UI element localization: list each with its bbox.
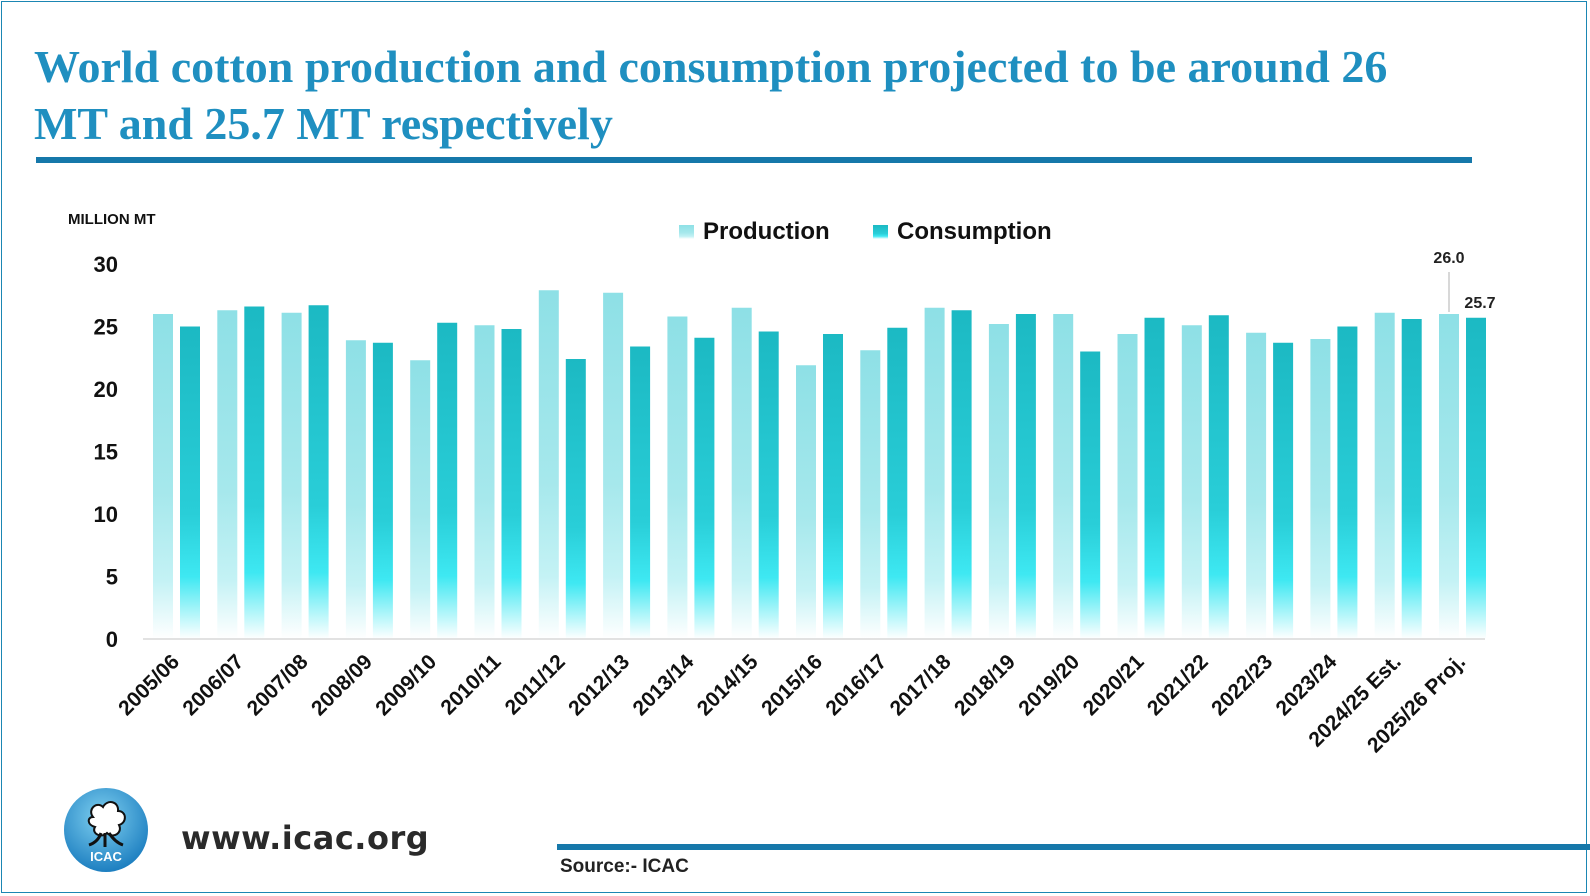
bar-production bbox=[345, 340, 366, 639]
x-tick-label: 2010/11 bbox=[436, 650, 505, 719]
x-tick-label: 2013/14 bbox=[628, 650, 698, 720]
logo-text: ICAC bbox=[90, 849, 122, 864]
x-tick-label: 2015/16 bbox=[757, 650, 827, 720]
bar-consumption bbox=[758, 331, 779, 639]
x-tick-label: 2022/23 bbox=[1207, 650, 1277, 720]
bar-production bbox=[988, 324, 1009, 639]
data-label: 25.7 bbox=[1464, 295, 1495, 312]
bars bbox=[153, 290, 1486, 639]
x-tick-label: 2016/17 bbox=[821, 650, 891, 720]
x-tick-label: 2009/10 bbox=[371, 650, 441, 720]
bar-production bbox=[1053, 314, 1074, 639]
bar-consumption bbox=[244, 306, 265, 639]
bar-production bbox=[1439, 314, 1459, 639]
bar-production bbox=[603, 292, 624, 639]
x-tick-label: 2008/09 bbox=[307, 650, 377, 720]
x-tick-label: 2007/08 bbox=[243, 650, 313, 720]
legend-swatch-consumption bbox=[873, 225, 888, 239]
bar-consumption bbox=[694, 337, 715, 639]
cotton-boll-icon: ICAC bbox=[64, 788, 148, 872]
y-tick-label: 10 bbox=[94, 502, 118, 527]
bar-consumption bbox=[437, 322, 458, 639]
bar-production bbox=[410, 360, 431, 639]
x-tick-label: 2005/06 bbox=[114, 650, 184, 720]
bar-consumption bbox=[887, 327, 908, 639]
bar-consumption bbox=[1337, 326, 1358, 639]
legend: Production Consumption bbox=[679, 218, 1052, 245]
bar-consumption bbox=[1208, 315, 1229, 639]
x-tick-label: 2011/12 bbox=[501, 650, 570, 719]
bar-consumption bbox=[1015, 314, 1036, 639]
x-tick-label: 2020/21 bbox=[1079, 650, 1149, 720]
website-link[interactable]: www.icac.org bbox=[181, 819, 430, 857]
y-tick-label: 0 bbox=[106, 627, 118, 652]
source-note: Source:- ICAC bbox=[560, 856, 689, 877]
x-tick-label: 2021/22 bbox=[1143, 650, 1213, 720]
legend-label-production: Production bbox=[703, 218, 830, 245]
icac-logo: ICAC bbox=[63, 787, 149, 873]
bar-consumption bbox=[630, 346, 651, 639]
bar-production bbox=[667, 316, 688, 639]
bar-consumption bbox=[501, 329, 522, 639]
bar-production bbox=[153, 314, 173, 639]
bar-production bbox=[731, 307, 752, 639]
page-title: World cotton production and consumption … bbox=[34, 41, 1388, 149]
legend-label-consumption: Consumption bbox=[897, 218, 1052, 245]
y-axis-ticks: 0 5 10 15 20 25 30 bbox=[94, 252, 118, 652]
x-tick-label: 2018/19 bbox=[950, 650, 1020, 720]
bar-consumption bbox=[372, 342, 393, 639]
bar-consumption bbox=[951, 310, 972, 639]
bar-consumption bbox=[1466, 317, 1486, 639]
footer-divider bbox=[557, 844, 1590, 850]
x-tick-label: 2014/15 bbox=[693, 650, 763, 720]
bar-consumption bbox=[565, 359, 586, 639]
x-tick-label: 2006/07 bbox=[178, 650, 248, 720]
y-tick-label: 5 bbox=[106, 565, 118, 590]
bar-production bbox=[474, 325, 495, 639]
bar-production bbox=[538, 290, 559, 639]
bar-consumption bbox=[1144, 317, 1165, 639]
bar-consumption bbox=[1401, 319, 1422, 639]
bar-production bbox=[1310, 339, 1331, 639]
x-tick-label: 2019/20 bbox=[1014, 650, 1084, 720]
bar-consumption bbox=[1273, 342, 1294, 639]
title-divider bbox=[36, 157, 1472, 163]
y-tick-label: 20 bbox=[94, 377, 118, 402]
bar-consumption bbox=[180, 326, 200, 639]
bar-production bbox=[924, 307, 945, 639]
bar-production bbox=[217, 310, 238, 639]
bar-production bbox=[1246, 332, 1267, 639]
annotations: 26.0 25.7 bbox=[1433, 250, 1496, 312]
bar-consumption bbox=[1080, 351, 1101, 639]
bar-production bbox=[1374, 312, 1395, 639]
bar-production bbox=[1181, 325, 1202, 639]
bar-consumption bbox=[308, 305, 329, 639]
bar-production bbox=[1117, 334, 1138, 639]
bar-production bbox=[860, 350, 881, 639]
x-axis-labels: 2005/062006/072007/082008/092009/102010/… bbox=[114, 650, 1470, 757]
legend-swatch-production bbox=[679, 225, 694, 239]
bar-production bbox=[281, 312, 302, 639]
bar-consumption bbox=[823, 334, 843, 639]
y-axis-label: MILLION MT bbox=[68, 211, 155, 228]
bar-production bbox=[796, 365, 816, 639]
x-tick-label: 2012/13 bbox=[564, 650, 634, 720]
y-tick-label: 15 bbox=[94, 440, 118, 465]
y-tick-label: 25 bbox=[94, 315, 118, 340]
x-tick-label: 2017/18 bbox=[886, 650, 956, 720]
chart: MILLION MT Production Consumption 0 5 10 15… bbox=[68, 211, 1496, 757]
data-label: 26.0 bbox=[1433, 250, 1464, 267]
y-tick-label: 30 bbox=[94, 252, 118, 277]
